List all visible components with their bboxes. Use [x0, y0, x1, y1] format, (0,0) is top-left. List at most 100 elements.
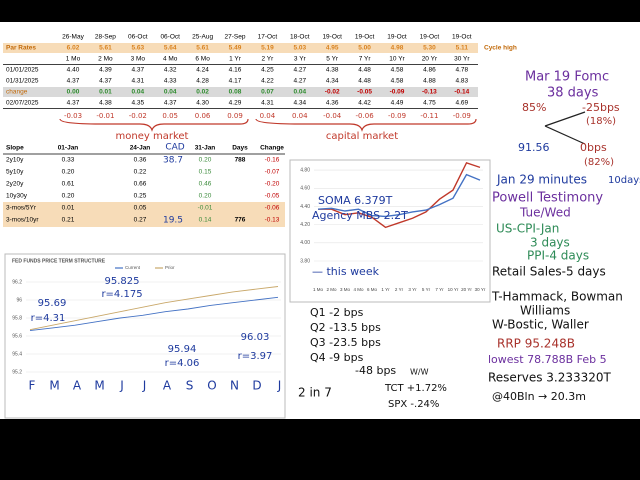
- note: T-Hammack, Bowman: [491, 290, 623, 304]
- cell: 0.04: [131, 89, 144, 96]
- par-rate: 5.49: [229, 45, 242, 52]
- x-tick-label: 4 Mo: [353, 287, 364, 292]
- par-rate: 5.19: [261, 45, 274, 52]
- par-rate: 6.02: [67, 45, 80, 52]
- note: Q3 -23.5 bps: [310, 336, 381, 349]
- header: Days: [232, 145, 248, 152]
- tenor: 4 Mo: [163, 56, 178, 63]
- x-tick-label: 2 Yr: [395, 287, 404, 292]
- note: US-CPI-Jan: [496, 222, 559, 236]
- cell: 0.20: [199, 193, 212, 200]
- cell: 4.17: [229, 78, 242, 85]
- x-tick-label: 3 Mo: [340, 287, 351, 292]
- cell: 0.36: [134, 157, 147, 164]
- date: 19-Oct: [387, 34, 407, 41]
- note: 10days: [608, 175, 640, 186]
- hand-note: J: [277, 379, 282, 393]
- par-rate: 4.95: [326, 45, 339, 52]
- note: Williams: [520, 304, 570, 318]
- hand-note: r=4.175: [101, 289, 142, 300]
- hand-note: D: [252, 379, 261, 393]
- par-rate: 5.64: [164, 45, 177, 52]
- cell: -0.16: [265, 157, 280, 164]
- date: 06-Oct: [160, 34, 180, 41]
- cell: -0.07: [265, 169, 280, 176]
- row-label: 01/01/2025: [6, 67, 39, 74]
- cell: 4.88: [423, 78, 436, 85]
- cell: 4.38: [326, 67, 339, 74]
- note: 3 days: [530, 236, 570, 250]
- x-tick-label: 30 Yr: [475, 287, 486, 292]
- note: 0bps: [580, 141, 607, 154]
- hand-change: 0.06: [195, 112, 211, 120]
- cell: 0.20: [199, 157, 212, 164]
- cell: 4.78: [455, 67, 468, 74]
- note: Powell Testimony: [492, 191, 603, 206]
- date: 19-Oct: [452, 34, 472, 41]
- hand-change: -0.04: [323, 112, 342, 120]
- cell: 0.04: [293, 89, 306, 96]
- hand-note: A: [73, 379, 82, 393]
- note: @40Bln → 20.3m: [492, 390, 586, 403]
- cell: 4.27: [293, 67, 306, 74]
- cell: -0.01: [198, 205, 213, 212]
- note: W-Bostic, Waller: [492, 318, 589, 332]
- cell: 0.46: [199, 181, 212, 188]
- note: lowest 78.788B Feb 5: [488, 353, 607, 366]
- yc-frame: [289, 159, 491, 303]
- hand-note: J: [142, 379, 147, 393]
- cell: 0.61: [62, 181, 75, 188]
- cell: 4.39: [99, 67, 112, 74]
- y-tick-label: 4.40: [300, 204, 310, 210]
- hand-note: 19.5: [163, 216, 183, 226]
- cell: 4.31: [261, 100, 274, 107]
- cell: 4.58: [391, 67, 404, 74]
- row-label: 02/07/2025: [6, 100, 39, 107]
- series-line: [317, 173, 481, 218]
- cell: 4.37: [131, 67, 144, 74]
- cell: 4.48: [358, 78, 371, 85]
- hand-change: 0.04: [260, 112, 276, 120]
- header: 24-Jan: [130, 145, 151, 152]
- tenor: 2 Yr: [261, 56, 274, 63]
- y-tick-label: 95.2: [12, 369, 22, 375]
- par-rate: 5.61: [196, 45, 209, 52]
- cell: -0.13: [265, 217, 280, 224]
- chart-title: FED FUNDS PRICE TERM STRUCTURE: [12, 258, 106, 264]
- cell: -0.02: [325, 89, 340, 96]
- cell: 0.14: [199, 217, 212, 224]
- par-rate: 5.03: [293, 45, 306, 52]
- hand-change: -0.06: [356, 112, 375, 120]
- par-band: [3, 43, 478, 53]
- hand-change: -0.09: [453, 112, 471, 120]
- hand-note: Agency MBS 2.2T: [312, 209, 408, 222]
- cell: 4.31: [131, 78, 144, 85]
- tenor: 5 Yr: [326, 56, 339, 63]
- hand-change: 0.04: [292, 112, 308, 120]
- cell: 5y10y: [6, 169, 24, 176]
- cell: 4.30: [196, 100, 209, 107]
- hand-note: M: [94, 379, 104, 393]
- hand-note: J: [119, 379, 124, 393]
- cell: 0.08: [229, 89, 242, 96]
- row-label: Par Rates: [6, 45, 36, 52]
- cell: 4.40: [67, 67, 80, 74]
- cell: 788: [235, 157, 246, 164]
- cell: 776: [235, 217, 246, 224]
- cell: 4.33: [164, 78, 177, 85]
- cell: -0.06: [265, 205, 280, 212]
- cell: 0.05: [134, 205, 147, 212]
- hand-change: -0.02: [129, 112, 147, 120]
- change-band: [3, 87, 478, 97]
- hand-note: M: [49, 379, 59, 393]
- header: 31-Jan: [195, 145, 216, 152]
- tenor: 1 Yr: [229, 56, 242, 63]
- cell: 4.34: [326, 78, 339, 85]
- brace: [59, 118, 249, 132]
- hand-change: 0.05: [162, 112, 178, 120]
- date: 18-Oct: [290, 34, 310, 41]
- note: Jan 29 minutes: [496, 173, 587, 187]
- hand-note: 95.69: [38, 298, 67, 309]
